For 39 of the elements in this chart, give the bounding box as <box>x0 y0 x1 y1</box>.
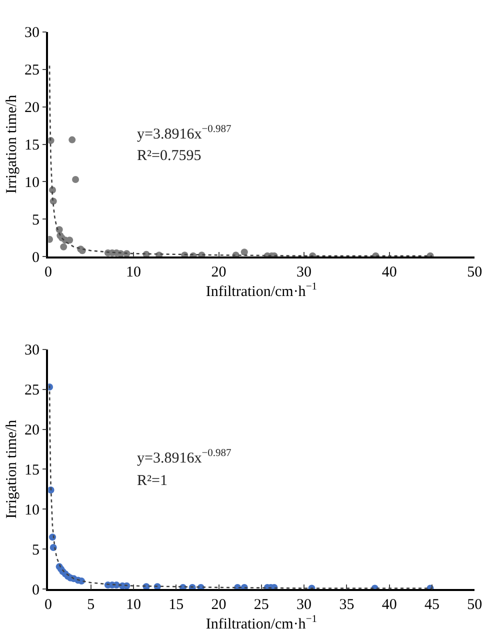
x-tick-label: 5 <box>87 596 95 613</box>
y-tick-label: 5 <box>32 212 40 228</box>
y-tick-label: 30 <box>24 342 40 359</box>
y-tick-label: 30 <box>24 25 40 42</box>
y-axis-title: Irrigation time/h <box>4 419 20 519</box>
x-tick-label: 10 <box>126 264 142 280</box>
y-tick-label: 25 <box>24 62 40 79</box>
x-tick-label: 30 <box>296 264 312 280</box>
x-axis-title: Infiltration/cm·h$^{−1}$ <box>206 282 317 300</box>
annotation: y=3.8916x$^{−0.987}$ <box>137 124 232 142</box>
annotation: R²=0.7595 <box>137 148 202 164</box>
x-tick-label: 25 <box>254 596 269 613</box>
x-tick-label: 40 <box>382 596 397 613</box>
y-tick-label: 10 <box>24 174 40 191</box>
x-tick-label: 50 <box>467 596 482 613</box>
y-tick-label: 15 <box>24 462 40 478</box>
x-tick-label: 35 <box>339 596 354 613</box>
x-tick-label: 0 <box>44 264 52 280</box>
x-tick-label: 45 <box>424 596 440 613</box>
x-axis-title: Infiltration/cm·h$^{−1}$ <box>206 614 317 632</box>
x-tick-label: 20 <box>211 264 226 280</box>
y-axis-title: Irrigation time/h <box>4 94 20 194</box>
y-tick-label: 10 <box>24 502 40 518</box>
annotation: R²=1 <box>137 473 168 489</box>
y-tick-label: 0 <box>32 582 40 598</box>
y-tick-label: 20 <box>24 100 40 116</box>
x-tick-label: 15 <box>168 596 184 613</box>
x-tick-label: 30 <box>296 596 312 613</box>
x-tick-label: 50 <box>467 264 482 280</box>
annotation: y=3.8916x$^{−0.987}$ <box>137 448 232 466</box>
x-tick-label: 10 <box>126 596 142 613</box>
x-tick-label: 0 <box>44 596 52 613</box>
y-tick-label: 15 <box>24 138 40 154</box>
y-tick-label: 5 <box>32 542 40 558</box>
x-tick-label: 20 <box>211 596 226 613</box>
x-tick-label: 40 <box>382 264 397 280</box>
y-tick-label: 25 <box>24 382 40 399</box>
y-tick-label: 20 <box>24 422 40 439</box>
y-tick-label: 0 <box>32 250 40 266</box>
